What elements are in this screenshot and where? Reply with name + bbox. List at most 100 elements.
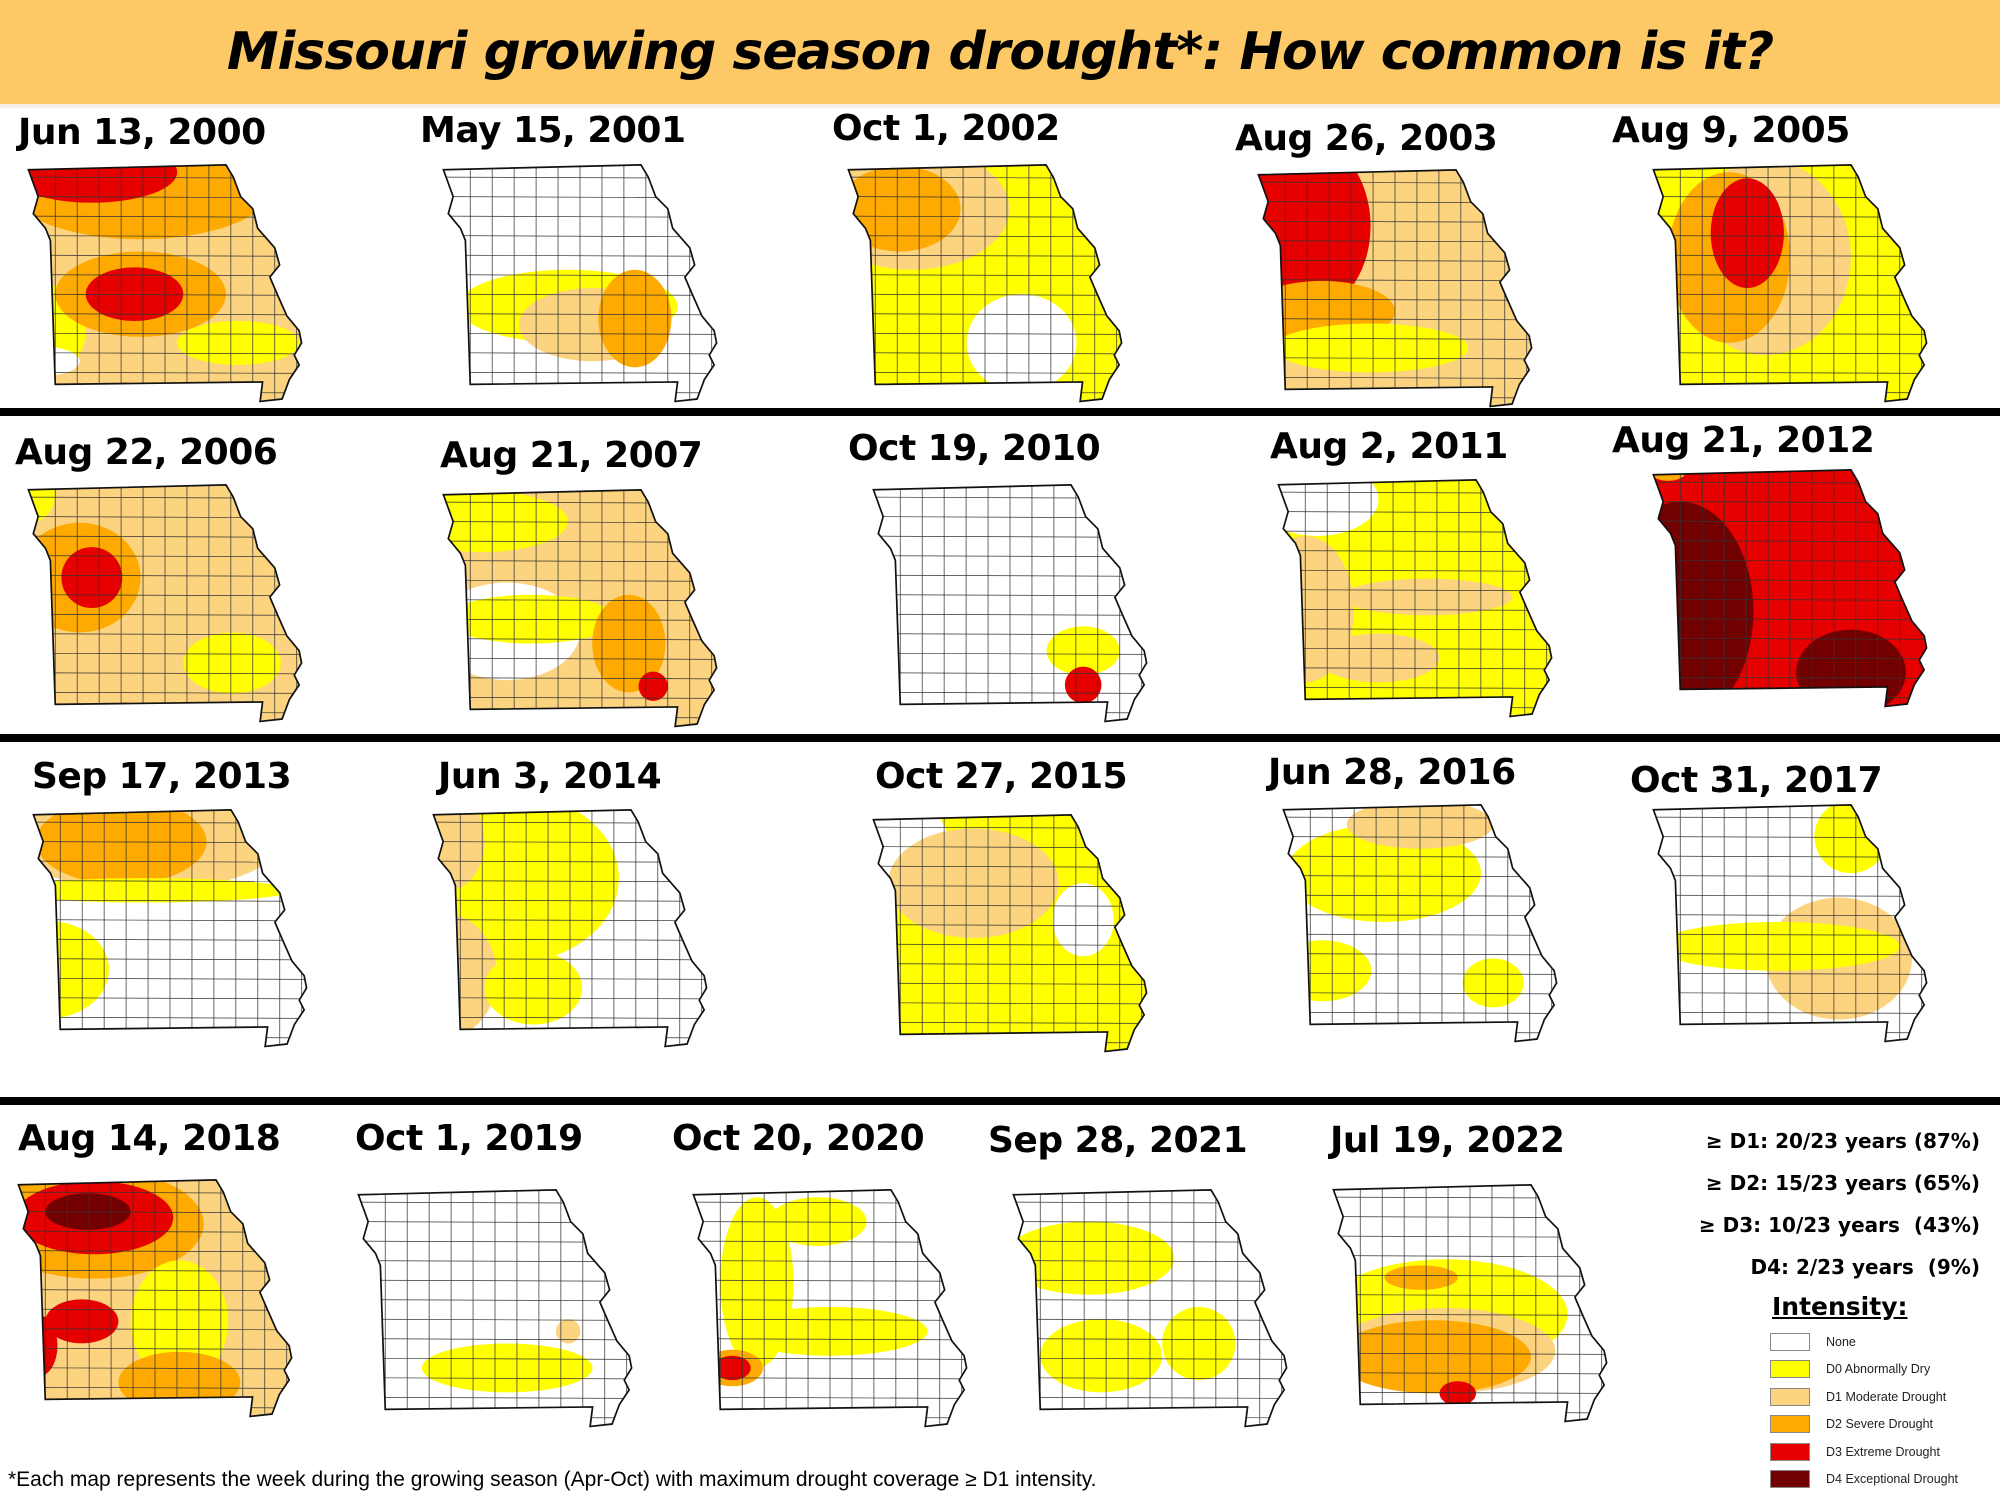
map-date-title: Aug 22, 2006 [15, 432, 278, 473]
drought-area-d0 [1040, 1319, 1163, 1393]
drought-area-d1 [888, 828, 1059, 939]
county-line [443, 254, 717, 257]
title-bar: Missouri growing season drought*: How co… [0, 0, 2000, 108]
county-line [443, 560, 717, 563]
county-line [358, 1377, 632, 1380]
state-outline [17, 1179, 293, 1418]
drought-map [1652, 469, 1928, 708]
county-line [1653, 274, 1927, 277]
county-line [443, 618, 717, 621]
county-line [443, 352, 717, 355]
county-line [1013, 1357, 1287, 1360]
stat-d1: ≥ D1: 20/23 years (87%) [1705, 1129, 1980, 1153]
county-line [443, 371, 717, 374]
legend-item-none: None [1770, 1328, 1995, 1356]
county-line [28, 313, 302, 316]
map-date-title: Oct 20, 2020 [672, 1118, 925, 1159]
drought-map [872, 814, 1148, 1053]
county-line [848, 293, 1122, 296]
county-line [28, 613, 302, 616]
drought-area-d2 [1335, 1320, 1531, 1394]
map-date-title: Jun 28, 2016 [1268, 752, 1516, 793]
drought-area-d0 [1462, 958, 1524, 1008]
drought-area-d0 [769, 1197, 867, 1246]
county-line [28, 332, 302, 335]
county-line [848, 274, 1122, 277]
county-line [693, 1338, 967, 1341]
county-line [33, 938, 307, 941]
drought-map [1282, 804, 1558, 1043]
county-line [33, 899, 307, 902]
drought-area-d0 [28, 484, 56, 523]
county-line [28, 672, 302, 675]
county-line [28, 633, 302, 636]
row-separator [0, 1097, 2000, 1105]
county-line [1333, 1313, 1607, 1316]
county-line [1013, 1377, 1287, 1380]
county-line [1013, 1396, 1287, 1399]
map-date-title: Oct 19, 2010 [848, 428, 1101, 469]
county-line [1013, 1279, 1287, 1282]
county-line [848, 371, 1122, 374]
county-line [1653, 972, 1927, 975]
county-line [1013, 1260, 1287, 1263]
map-date-title: Aug 14, 2018 [18, 1118, 281, 1159]
county-line [873, 555, 1147, 558]
county-line [873, 885, 1147, 888]
county-line [1278, 647, 1552, 650]
drought-area-d3 [20, 1315, 58, 1377]
county-line [1278, 569, 1552, 572]
drought-map [27, 484, 303, 723]
county-line [873, 672, 1147, 675]
page-title: Missouri growing season drought*: How co… [226, 22, 1774, 82]
county-line [28, 235, 302, 238]
legend-title: Intensity: [1772, 1292, 1908, 1321]
county-line [1653, 235, 1927, 238]
map-date-title: May 15, 2001 [420, 110, 686, 151]
county-line [433, 938, 707, 941]
county-line [28, 352, 302, 355]
state-outline [692, 1189, 968, 1428]
map-date-title: Aug 26, 2003 [1235, 118, 1498, 159]
state-outline [27, 164, 303, 403]
drought-map [1652, 164, 1928, 403]
drought-area-d2 [848, 166, 961, 252]
legend-label: D4 Exceptional Drought [1826, 1472, 1959, 1487]
county-line [18, 1386, 292, 1389]
county-line [358, 1299, 632, 1302]
county-line [28, 574, 302, 577]
state-outline [442, 489, 718, 728]
drought-area-d3 [1439, 1381, 1477, 1406]
county-line [873, 633, 1147, 636]
county-line [693, 1299, 967, 1302]
county-line [1653, 894, 1927, 897]
drought-area-d2 [598, 269, 672, 368]
county-line [443, 313, 717, 316]
county-line [1653, 254, 1927, 257]
drought-map [1652, 804, 1928, 1043]
county-line [433, 977, 707, 980]
county-line [1278, 589, 1552, 592]
county-line [873, 1002, 1147, 1005]
drought-area-d3 [1064, 666, 1102, 704]
county-line [848, 352, 1122, 355]
county-line [433, 1016, 707, 1019]
county-line [1653, 992, 1927, 995]
county-line [693, 1396, 967, 1399]
county-line [1258, 240, 1532, 243]
legend-item-d0: D0 Abnormally Dry [1770, 1356, 1995, 1384]
map-date-title: Oct 1, 2019 [355, 1118, 583, 1159]
county-line [1333, 1352, 1607, 1355]
county-line [18, 1347, 292, 1350]
stat-d4: D4: 2/23 years (9%) [1750, 1255, 1980, 1279]
drought-area-d0 [1283, 940, 1372, 1002]
county-line [873, 613, 1147, 616]
county-line [358, 1338, 632, 1341]
county-line [443, 579, 717, 582]
county-line [848, 313, 1122, 316]
map-date-title: Sep 17, 2013 [32, 756, 292, 797]
state-outline [1652, 469, 1928, 708]
county-line [443, 657, 717, 660]
county-line [693, 1279, 967, 1282]
drought-map [27, 164, 303, 403]
